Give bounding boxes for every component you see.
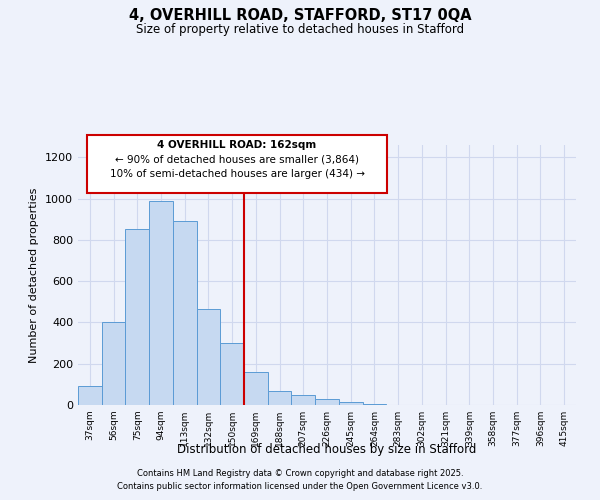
Bar: [78, 386, 102, 405]
Bar: [315, 399, 339, 405]
Bar: [197, 309, 220, 405]
Text: Contains HM Land Registry data © Crown copyright and database right 2025.: Contains HM Land Registry data © Crown c…: [137, 468, 463, 477]
Bar: [149, 200, 173, 405]
Text: ← 90% of detached houses are smaller (3,864): ← 90% of detached houses are smaller (3,…: [115, 155, 359, 165]
Y-axis label: Number of detached properties: Number of detached properties: [29, 188, 40, 362]
Text: Size of property relative to detached houses in Stafford: Size of property relative to detached ho…: [136, 22, 464, 36]
Bar: [244, 372, 268, 405]
Bar: [362, 404, 386, 405]
Bar: [125, 228, 149, 405]
Text: 10% of semi-detached houses are larger (434) →: 10% of semi-detached houses are larger (…: [110, 169, 365, 179]
Text: Contains public sector information licensed under the Open Government Licence v3: Contains public sector information licen…: [118, 482, 482, 491]
Bar: [220, 343, 244, 405]
Text: 4 OVERHILL ROAD: 162sqm: 4 OVERHILL ROAD: 162sqm: [157, 140, 317, 150]
Bar: [268, 390, 292, 405]
Bar: [102, 322, 125, 405]
Text: Distribution of detached houses by size in Stafford: Distribution of detached houses by size …: [178, 442, 476, 456]
Bar: [339, 402, 362, 405]
Bar: [292, 394, 315, 405]
Bar: [173, 222, 197, 405]
Text: 4, OVERHILL ROAD, STAFFORD, ST17 0QA: 4, OVERHILL ROAD, STAFFORD, ST17 0QA: [128, 8, 472, 22]
